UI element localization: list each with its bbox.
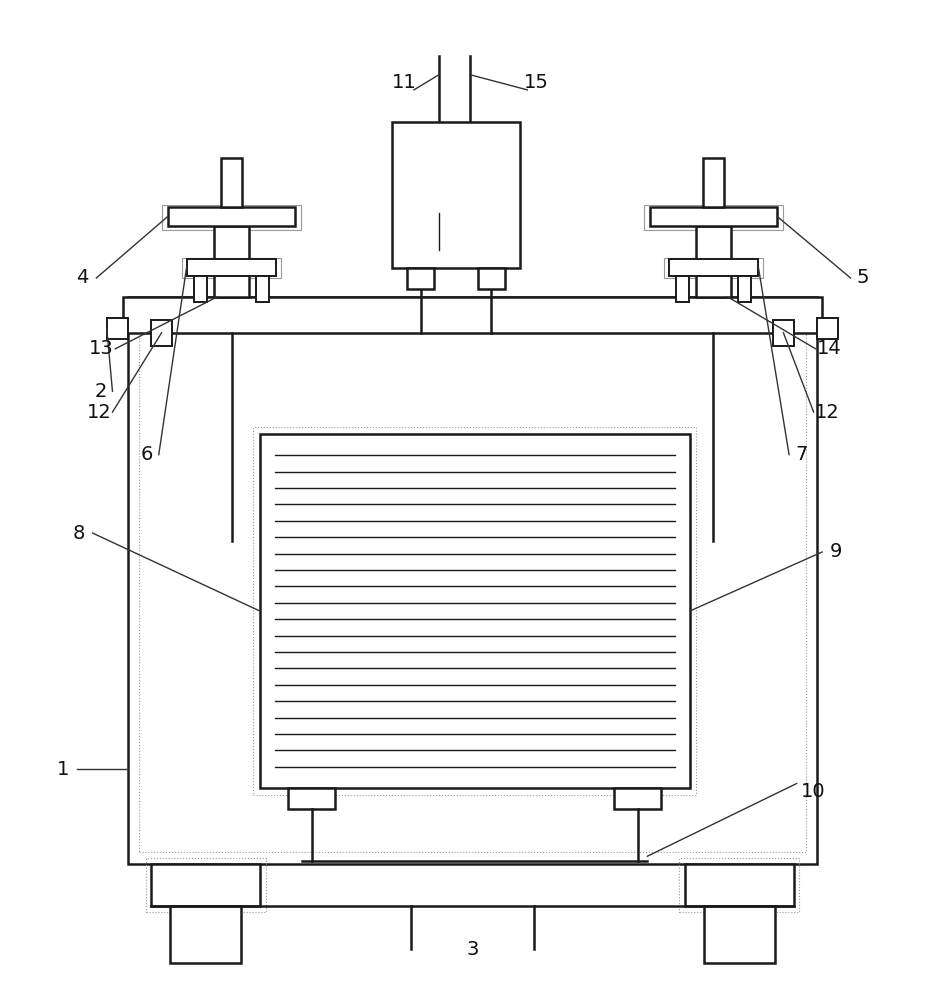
Bar bbox=[253, 427, 696, 795]
Bar bbox=[478, 268, 504, 289]
Bar bbox=[162, 205, 300, 230]
Bar bbox=[772, 320, 793, 346]
Bar bbox=[221, 158, 242, 207]
Bar bbox=[392, 122, 519, 268]
Text: 1: 1 bbox=[57, 760, 70, 779]
Text: 10: 10 bbox=[800, 782, 824, 801]
Text: 4: 4 bbox=[76, 268, 89, 287]
Bar bbox=[107, 318, 127, 339]
Text: 15: 15 bbox=[524, 73, 548, 92]
Text: 12: 12 bbox=[814, 403, 838, 422]
Text: 13: 13 bbox=[89, 339, 113, 358]
Bar bbox=[255, 276, 268, 302]
Bar bbox=[170, 906, 241, 963]
Bar bbox=[679, 858, 799, 912]
Bar bbox=[703, 906, 774, 963]
Bar bbox=[663, 258, 762, 278]
Bar bbox=[168, 207, 295, 226]
Bar bbox=[668, 259, 757, 276]
Bar bbox=[123, 297, 821, 333]
Bar bbox=[213, 226, 249, 297]
Text: 12: 12 bbox=[87, 403, 111, 422]
Bar bbox=[288, 788, 335, 809]
Bar bbox=[145, 858, 265, 912]
Text: 2: 2 bbox=[94, 382, 108, 401]
Bar bbox=[187, 259, 276, 276]
Text: 11: 11 bbox=[392, 73, 416, 92]
Bar bbox=[736, 276, 750, 302]
Text: 8: 8 bbox=[72, 524, 85, 543]
Bar bbox=[151, 864, 260, 906]
Bar bbox=[407, 268, 433, 289]
Bar bbox=[675, 276, 689, 302]
Text: 5: 5 bbox=[855, 268, 868, 287]
Bar bbox=[644, 205, 782, 230]
Text: 9: 9 bbox=[829, 542, 842, 561]
Text: 7: 7 bbox=[794, 445, 807, 464]
Bar bbox=[151, 320, 172, 346]
Bar bbox=[649, 207, 776, 226]
Bar bbox=[695, 226, 731, 297]
Bar bbox=[127, 297, 817, 864]
Bar bbox=[614, 788, 661, 809]
Bar bbox=[260, 434, 689, 788]
Bar bbox=[684, 864, 793, 906]
Text: 14: 14 bbox=[817, 339, 841, 358]
Bar bbox=[139, 308, 805, 852]
Bar bbox=[817, 318, 837, 339]
Text: 6: 6 bbox=[140, 445, 153, 464]
Bar bbox=[194, 276, 208, 302]
Bar bbox=[181, 258, 280, 278]
Bar bbox=[702, 158, 723, 207]
Text: 3: 3 bbox=[465, 940, 479, 959]
